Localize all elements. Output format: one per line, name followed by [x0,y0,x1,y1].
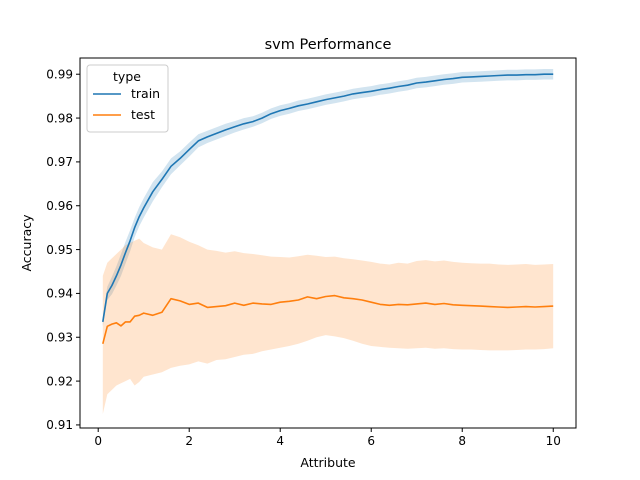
legend-label-test: test [131,107,155,122]
series-lines [102,73,554,344]
y-axis-label: Accuracy [19,214,34,272]
x-axis-label: Attribute [300,455,356,470]
y-tick-label: 0.96 [46,199,73,213]
test-line [102,294,554,344]
test-confidence-band [102,234,554,414]
train-line [102,73,554,323]
plot-area-frame [79,57,577,429]
legend-label-train: train [131,86,160,101]
x-tick-label: 10 [546,434,561,448]
y-tick-label: 0.94 [46,287,73,301]
chart-title: svm Performance [265,37,392,53]
legend-title: type [113,69,141,84]
y-tick-label: 0.97 [46,155,73,169]
x-tick-label: 4 [276,434,284,448]
x-tick-label: 0 [94,434,102,448]
legend: type train test [86,64,169,133]
y-tick-label: 0.98 [46,111,73,125]
y-tick-label: 0.92 [46,374,73,388]
x-axis: 0 2 4 6 8 10 [94,428,561,448]
x-tick-label: 8 [458,434,466,448]
y-tick-label: 0.95 [46,243,73,257]
y-tick-label: 0.91 [46,418,73,432]
y-tick-label: 0.99 [46,68,73,82]
y-axis: 0.91 0.92 0.93 0.94 0.95 0.96 0.97 0.98 0.99 [46,68,80,432]
confidence-bands [102,69,554,414]
y-tick-label: 0.93 [46,331,73,345]
x-tick-label: 6 [367,434,375,448]
x-tick-label: 2 [185,434,193,448]
